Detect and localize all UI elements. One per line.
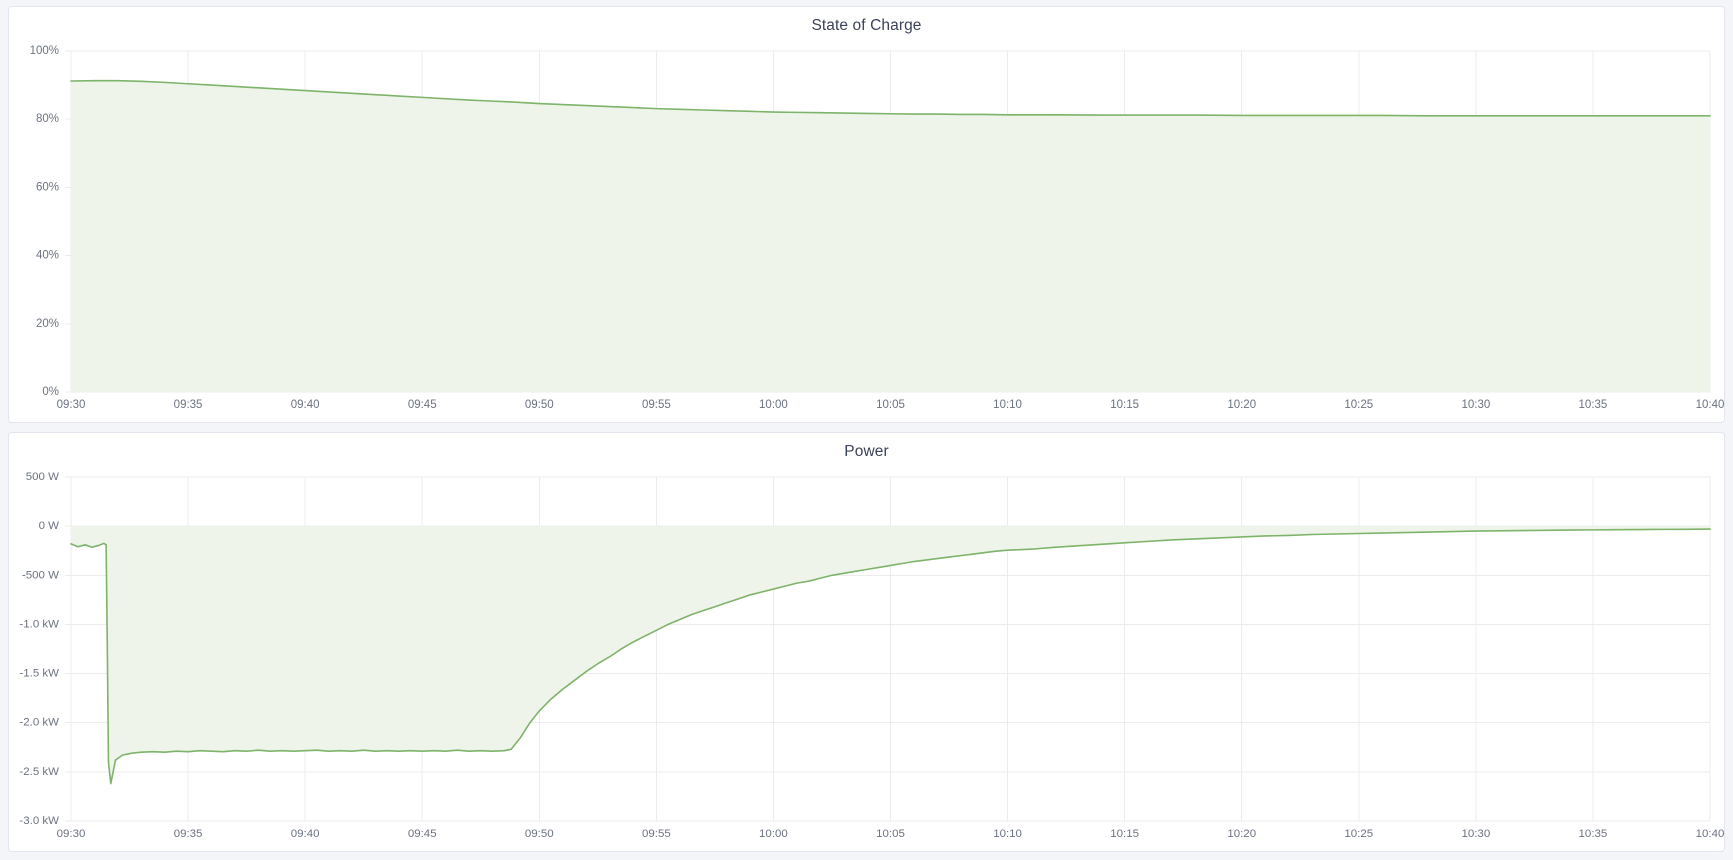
svg-text:-2.5 kW: -2.5 kW: [19, 766, 59, 778]
panel-state-of-charge: State of Charge 0% 20% 40% 60% 80% 100% 09:30 0…: [8, 6, 1725, 424]
svg-text:-1.0 kW: -1.0 kW: [19, 618, 59, 630]
svg-text:10:20: 10:20: [1227, 828, 1256, 840]
svg-text:100%: 100%: [30, 45, 59, 57]
svg-text:09:40: 09:40: [291, 399, 320, 411]
svg-text:10:10: 10:10: [993, 399, 1022, 411]
svg-text:09:45: 09:45: [408, 828, 437, 840]
svg-text:80%: 80%: [36, 113, 59, 125]
page-title-power: Power: [844, 443, 889, 461]
chart-svg-state-of-charge: 0% 20% 40% 60% 80% 100% 09:30 09:35 09:40 09:45 09…: [30, 45, 1724, 411]
page-title-state-of-charge: State of Charge: [811, 17, 922, 34]
svg-text:40%: 40%: [36, 250, 59, 262]
chart-power[interactable]: 500 W 0 W -500 W -1.0 kW -1.5 kW -2.0 kW -2.5 …: [9, 467, 1724, 851]
svg-text:09:35: 09:35: [174, 828, 203, 840]
svg-text:10:40: 10:40: [1696, 399, 1724, 411]
svg-text:0 W: 0 W: [39, 520, 60, 532]
svg-text:09:30: 09:30: [57, 828, 86, 840]
svg-text:10:25: 10:25: [1344, 828, 1373, 840]
svg-text:10:30: 10:30: [1461, 399, 1490, 411]
svg-text:09:55: 09:55: [642, 399, 671, 411]
svg-text:10:00: 10:00: [759, 828, 788, 840]
svg-text:-500 W: -500 W: [22, 569, 59, 581]
svg-text:0%: 0%: [42, 386, 59, 398]
svg-text:10:20: 10:20: [1227, 399, 1256, 411]
svg-text:09:50: 09:50: [525, 399, 554, 411]
svg-text:500 W: 500 W: [26, 471, 59, 483]
svg-text:09:50: 09:50: [525, 828, 554, 840]
svg-text:20%: 20%: [36, 318, 59, 330]
svg-text:09:40: 09:40: [291, 828, 320, 840]
chart-svg-power: 500 W 0 W -500 W -1.0 kW -1.5 kW -2.0 kW -2.5 …: [19, 471, 1724, 840]
svg-text:10:25: 10:25: [1344, 399, 1373, 411]
svg-text:10:05: 10:05: [876, 828, 905, 840]
svg-text:10:35: 10:35: [1579, 399, 1608, 411]
svg-text:-3.0 kW: -3.0 kW: [19, 815, 59, 827]
svg-text:09:30: 09:30: [57, 399, 86, 411]
svg-text:10:10: 10:10: [993, 828, 1022, 840]
svg-text:10:40: 10:40: [1696, 828, 1724, 840]
svg-text:09:35: 09:35: [174, 399, 203, 411]
svg-text:10:15: 10:15: [1110, 399, 1139, 411]
panel-power: Power 500 W 0 W -500 W -1.0 kW -1.5 kW -2.0 k…: [8, 432, 1725, 852]
svg-text:60%: 60%: [36, 181, 59, 193]
svg-text:10:15: 10:15: [1110, 828, 1139, 840]
svg-text:09:45: 09:45: [408, 399, 437, 411]
chart-state-of-charge[interactable]: 0% 20% 40% 60% 80% 100% 09:30 09:35 09:40 09:45 09…: [9, 41, 1724, 422]
svg-text:-2.0 kW: -2.0 kW: [19, 717, 59, 729]
svg-text:10:30: 10:30: [1461, 828, 1490, 840]
svg-text:10:00: 10:00: [759, 399, 788, 411]
svg-text:-1.5 kW: -1.5 kW: [19, 668, 59, 680]
svg-text:09:55: 09:55: [642, 828, 671, 840]
svg-text:10:05: 10:05: [876, 399, 905, 411]
svg-text:10:35: 10:35: [1579, 828, 1608, 840]
